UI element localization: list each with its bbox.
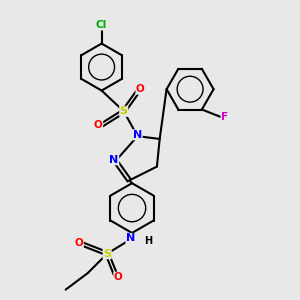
Text: F: F (221, 112, 228, 122)
Text: N: N (126, 233, 135, 244)
Text: S: S (103, 249, 111, 259)
Text: N: N (133, 130, 142, 140)
Text: N: N (110, 155, 119, 165)
Text: H: H (145, 236, 153, 246)
Text: Cl: Cl (96, 20, 107, 30)
Text: O: O (136, 84, 145, 94)
Text: O: O (75, 238, 83, 248)
Text: S: S (120, 106, 128, 116)
Text: O: O (94, 120, 103, 130)
Text: O: O (114, 272, 123, 282)
